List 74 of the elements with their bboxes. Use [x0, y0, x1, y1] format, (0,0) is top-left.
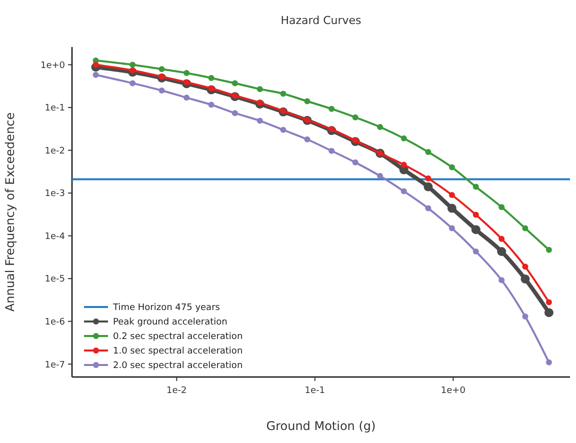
point: [546, 299, 552, 306]
point: [448, 164, 455, 170]
point: [472, 212, 479, 218]
legend-label: 1.0 sec spectral acceleration: [113, 346, 243, 357]
point: [304, 136, 310, 142]
point: [472, 184, 479, 190]
legend-label: 2.0 sec spectral acceleration: [113, 361, 243, 372]
y-tick-label: 1e-7: [44, 360, 65, 370]
point: [448, 225, 455, 232]
point: [208, 85, 214, 92]
point: [522, 225, 528, 232]
point: [447, 204, 456, 213]
point: [546, 246, 552, 253]
point: [522, 313, 528, 320]
point: [328, 148, 335, 154]
point: [232, 80, 238, 86]
point: [256, 86, 263, 92]
point: [184, 70, 190, 76]
point: [328, 126, 335, 132]
point: [544, 308, 554, 318]
point: [472, 248, 479, 254]
point: [520, 274, 530, 284]
point: [522, 264, 528, 270]
point: [377, 124, 384, 130]
legend-label: Peak ground acceleration: [113, 318, 228, 328]
y-axis-title: Annual Frequency of Exceedence: [3, 112, 17, 312]
point: [184, 94, 190, 101]
point: [208, 102, 214, 108]
point: [425, 175, 432, 182]
point: [424, 182, 433, 192]
point: [471, 225, 480, 234]
point: [498, 277, 505, 284]
y-tick-label: 1e-5: [44, 274, 65, 285]
point: [400, 162, 407, 168]
x-tick-label: 1e-1: [304, 386, 326, 396]
x-tick-label: 1e-2: [166, 386, 187, 396]
point: [304, 98, 310, 104]
x-tick-label: 1e+0: [440, 386, 466, 396]
point: [352, 159, 358, 166]
point: [425, 205, 432, 212]
y-tick-label: 1e-4: [44, 232, 66, 242]
point: [497, 246, 506, 256]
y-tick-label: 1e-3: [44, 189, 65, 200]
point: [425, 149, 432, 156]
point: [400, 188, 407, 194]
x-axis-title: Ground Motion (g): [266, 419, 376, 433]
point: [280, 90, 286, 97]
point: [280, 108, 286, 114]
y-tick-label: 1e+0: [40, 60, 66, 71]
point: [328, 106, 335, 112]
y-tick-label: 1e-2: [44, 146, 65, 156]
point: [158, 74, 165, 80]
point: [448, 192, 455, 198]
y-tick-label: 1e-1: [44, 104, 65, 114]
point: [377, 173, 384, 180]
chart-title: Hazard Curves: [280, 14, 362, 27]
point: [546, 359, 552, 366]
point: [352, 114, 358, 120]
point: [256, 100, 263, 106]
y-tick-label: 1e-6: [44, 318, 66, 328]
point: [232, 92, 238, 99]
point: [208, 75, 214, 81]
legend-label: Time Horizon 475 years: [112, 303, 220, 314]
point: [498, 236, 505, 242]
point: [158, 87, 165, 94]
point: [280, 126, 286, 133]
point: [400, 135, 407, 142]
point: [232, 110, 238, 116]
point: [184, 79, 190, 86]
legend-label: 0.2 sec spectral acceleration: [113, 332, 243, 342]
point: [256, 118, 263, 124]
point: [158, 66, 165, 72]
point: [352, 137, 358, 144]
point: [498, 204, 505, 210]
